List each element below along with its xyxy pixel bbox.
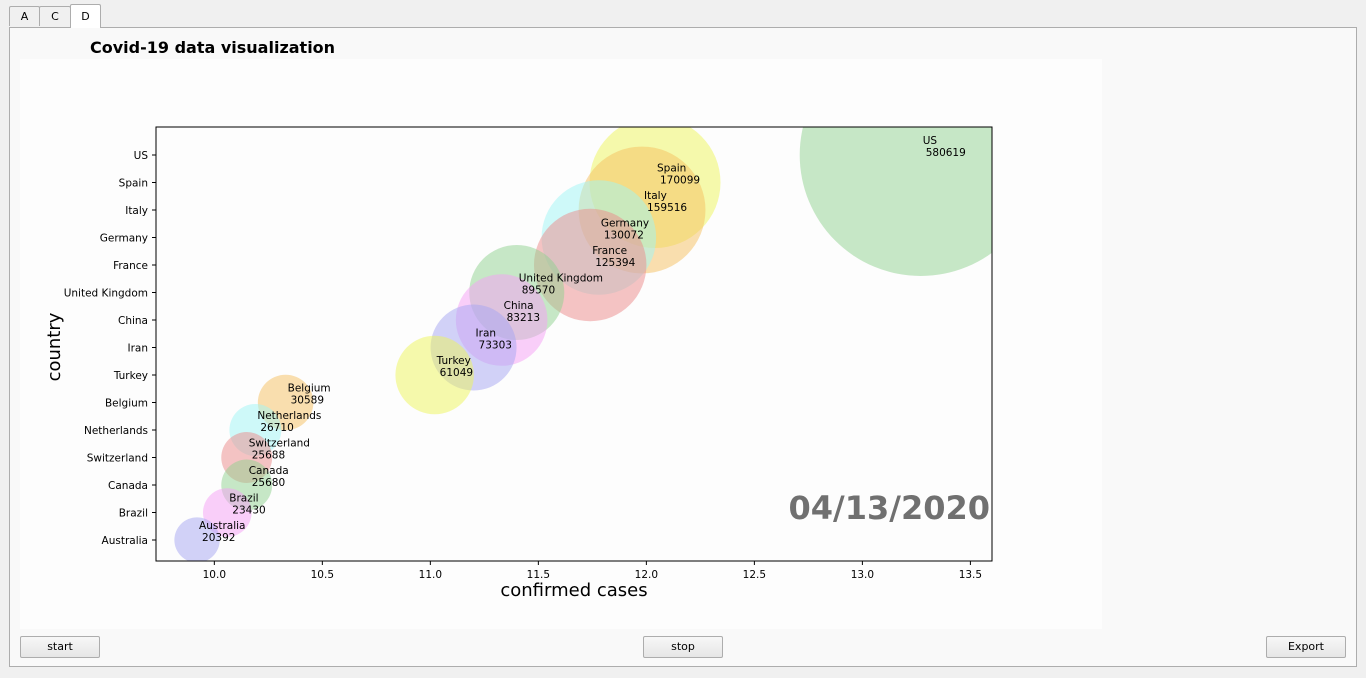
bubble-label-germany: Germany 130072 bbox=[601, 218, 649, 242]
bubble-label-belgium: Belgium 30589 bbox=[288, 383, 331, 407]
date-label: 04/13/2020 bbox=[789, 489, 991, 527]
plot-frame bbox=[155, 126, 993, 562]
y-tick-label-canada: Canada bbox=[108, 480, 148, 492]
y-tick-label-switzerland: Switzerland bbox=[87, 453, 148, 465]
y-tick-label-spain: Spain bbox=[119, 178, 148, 190]
bubble-label-iran: Iran 73303 bbox=[476, 328, 512, 352]
x-tick-label: 12.0 bbox=[635, 569, 658, 581]
y-axis-label: country bbox=[44, 312, 65, 381]
y-tick-label-us: US bbox=[134, 150, 149, 162]
bubble-chart: US 580619 Spain 170099 Italy 159516 Germany 130… bbox=[44, 126, 993, 601]
x-tick-label: 10.0 bbox=[203, 569, 226, 581]
export-button[interactable]: Export bbox=[1266, 636, 1346, 658]
bubble-label-us: US 580619 bbox=[923, 135, 966, 159]
y-tick-label-china: China bbox=[118, 315, 148, 327]
x-tick-label: 10.5 bbox=[311, 569, 334, 581]
y-tick-label-germany: Germany bbox=[100, 233, 148, 245]
bubble-label-france: France 125394 bbox=[592, 245, 635, 269]
bubble-label-canada: Canada 25680 bbox=[249, 465, 289, 489]
y-tick-label-belgium: Belgium bbox=[105, 398, 148, 410]
y-tick-label-france: France bbox=[113, 260, 148, 272]
start-button[interactable]: start bbox=[20, 636, 100, 658]
bubble-turkey bbox=[395, 335, 474, 415]
stop-button[interactable]: stop bbox=[643, 636, 723, 658]
bubble-australia bbox=[174, 517, 220, 561]
tab-c[interactable]: C bbox=[39, 6, 71, 26]
tab-d[interactable]: D bbox=[70, 4, 101, 28]
x-tick-label: 11.5 bbox=[527, 569, 550, 581]
y-tick-label-brazil: Brazil bbox=[119, 508, 148, 520]
page-title: Covid-19 data visualization bbox=[90, 38, 336, 57]
x-axis-label: confirmed cases bbox=[500, 580, 647, 601]
bubble-us bbox=[799, 127, 992, 276]
bubble-label-united-kingdom: United Kingdom 89570 bbox=[519, 273, 603, 297]
bubble-label-china: China 83213 bbox=[504, 300, 540, 324]
x-tick-label: 13.5 bbox=[959, 569, 982, 581]
y-tick-label-italy: Italy bbox=[125, 205, 148, 217]
x-tick-label: 13.0 bbox=[851, 569, 874, 581]
bubble-label-turkey: Turkey 61049 bbox=[436, 355, 473, 379]
tab-a[interactable]: A bbox=[9, 6, 40, 26]
bubble-label-switzerland: Switzerland 25688 bbox=[249, 438, 310, 462]
y-tick-label-australia: Australia bbox=[102, 535, 148, 547]
bubble-brazil bbox=[202, 488, 252, 537]
bubble-label-brazil: Brazil 23430 bbox=[229, 493, 265, 517]
bubble-label-spain: Spain 170099 bbox=[657, 163, 700, 187]
tab-panel: Covid-19 data visualization ...... US580… bbox=[9, 27, 1357, 667]
bubble-label-australia: Australia 20392 bbox=[199, 520, 245, 544]
bubble-label-netherlands: Netherlands 26710 bbox=[257, 410, 321, 434]
x-tick-label: 11.0 bbox=[419, 569, 442, 581]
bubble-label-italy: Italy 159516 bbox=[644, 190, 687, 214]
chart-figure: US 580619 Spain 170099 Italy 159516 Germany 130… bbox=[20, 59, 1102, 629]
y-tick-label-iran: Iran bbox=[127, 343, 148, 355]
y-tick-label-netherlands: Netherlands bbox=[84, 425, 148, 437]
x-tick-label: 12.5 bbox=[743, 569, 766, 581]
y-tick-label-united-kingdom: United Kingdom bbox=[64, 288, 148, 300]
y-tick-label-turkey: Turkey bbox=[113, 370, 148, 382]
